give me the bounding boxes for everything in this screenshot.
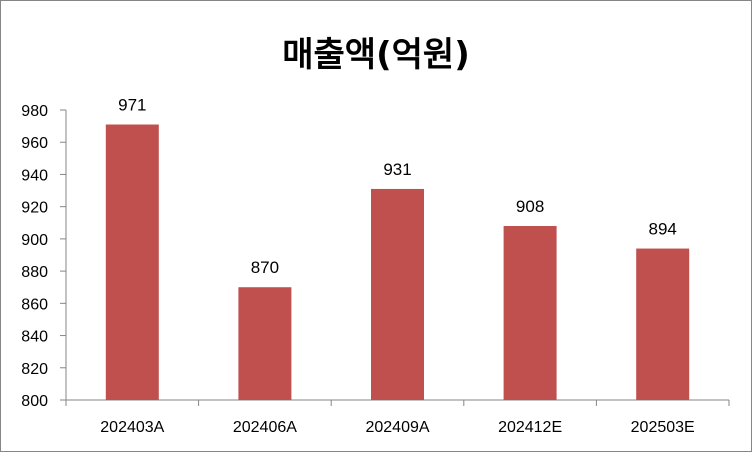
- y-tick-label: 900: [21, 232, 48, 249]
- x-axis: 202403A 202406A 202409A 202412E 202503E: [65, 399, 730, 436]
- data-label-202403A: 971: [118, 96, 146, 115]
- bars: [105, 124, 690, 400]
- bar-202403A: [105, 124, 159, 400]
- y-tick-label: 800: [21, 393, 48, 410]
- y-tick-label: 980: [21, 103, 48, 120]
- x-tick-label: 202503E: [631, 419, 695, 436]
- y-tick-label: 960: [21, 135, 48, 152]
- data-label-202503E: 894: [649, 220, 677, 239]
- data-label-202409A: 931: [383, 160, 411, 179]
- y-tick-label: 940: [21, 167, 48, 184]
- x-tick-label: 202403A: [100, 419, 164, 436]
- data-label-202412E: 908: [516, 197, 544, 216]
- bar-202503E: [636, 248, 690, 400]
- y-tick-label: 840: [21, 329, 48, 346]
- data-labels: 971 870 931 908 894: [118, 96, 677, 278]
- bar-202406A: [238, 287, 292, 400]
- y-tick-label: 860: [21, 296, 48, 313]
- bar-202412E: [503, 226, 557, 400]
- y-axis: 800 820 840 860 880 900 920 940 960 980: [21, 103, 67, 410]
- x-tick-label: 202409A: [365, 419, 429, 436]
- x-tick-label: 202412E: [498, 419, 562, 436]
- y-tick-label: 820: [21, 361, 48, 378]
- y-tick-label: 880: [21, 264, 48, 281]
- y-tick-label: 920: [21, 200, 48, 217]
- data-label-202406A: 870: [251, 258, 279, 277]
- x-tick-label: 202406A: [233, 419, 297, 436]
- chart-title: 매출액(억원): [282, 35, 470, 75]
- bar-202409A: [371, 188, 424, 400]
